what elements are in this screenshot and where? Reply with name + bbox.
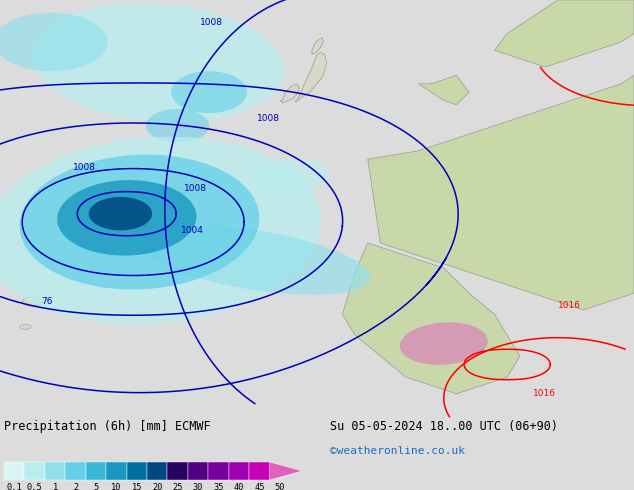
Bar [106, 462, 127, 480]
Text: 15: 15 [131, 483, 142, 490]
Bar [249, 462, 269, 480]
Bar [147, 462, 167, 480]
Ellipse shape [57, 180, 197, 256]
Text: 0.5: 0.5 [27, 483, 42, 490]
Polygon shape [269, 462, 302, 480]
Ellipse shape [89, 197, 152, 230]
Ellipse shape [400, 322, 488, 365]
Text: 1004: 1004 [181, 225, 204, 235]
Text: 35: 35 [213, 483, 224, 490]
Polygon shape [312, 38, 323, 54]
Polygon shape [418, 75, 469, 105]
Polygon shape [295, 52, 327, 101]
Text: 5: 5 [93, 483, 98, 490]
Text: 25: 25 [172, 483, 183, 490]
Bar [4, 462, 25, 480]
Text: 1008: 1008 [257, 115, 280, 123]
Ellipse shape [0, 137, 321, 324]
Text: 2: 2 [73, 483, 78, 490]
Text: 1008: 1008 [73, 163, 96, 172]
Text: 20: 20 [152, 483, 162, 490]
Polygon shape [495, 0, 634, 67]
Polygon shape [368, 75, 634, 310]
Text: 50: 50 [275, 483, 285, 490]
Text: 1: 1 [53, 483, 58, 490]
Ellipse shape [20, 324, 31, 329]
Text: 1016: 1016 [558, 301, 581, 310]
Bar [127, 462, 147, 480]
Text: 0.1: 0.1 [6, 483, 22, 490]
Ellipse shape [33, 3, 284, 122]
Text: ©weatheronline.co.uk: ©weatheronline.co.uk [330, 446, 465, 456]
Bar [45, 462, 65, 480]
Text: 1008: 1008 [200, 18, 223, 27]
Ellipse shape [254, 159, 329, 193]
Text: 30: 30 [193, 483, 204, 490]
Ellipse shape [137, 225, 370, 295]
Text: 76: 76 [41, 297, 53, 306]
Bar [209, 462, 229, 480]
Ellipse shape [20, 155, 259, 290]
Bar [188, 462, 209, 480]
Text: 10: 10 [111, 483, 122, 490]
Text: 1008: 1008 [184, 184, 207, 193]
Bar [229, 462, 249, 480]
Bar [167, 462, 188, 480]
Ellipse shape [146, 109, 209, 143]
Ellipse shape [0, 13, 108, 71]
Bar [65, 462, 86, 480]
Text: 45: 45 [254, 483, 264, 490]
Bar [25, 462, 45, 480]
Text: Precipitation (6h) [mm] ECMWF: Precipitation (6h) [mm] ECMWF [4, 420, 210, 433]
Bar [86, 462, 106, 480]
Polygon shape [280, 84, 299, 102]
Text: 40: 40 [234, 483, 244, 490]
Ellipse shape [171, 71, 247, 113]
Ellipse shape [22, 297, 41, 306]
Text: Su 05-05-2024 18..00 UTC (06+90): Su 05-05-2024 18..00 UTC (06+90) [330, 420, 558, 433]
Text: 1016: 1016 [533, 389, 555, 398]
Polygon shape [342, 243, 520, 394]
